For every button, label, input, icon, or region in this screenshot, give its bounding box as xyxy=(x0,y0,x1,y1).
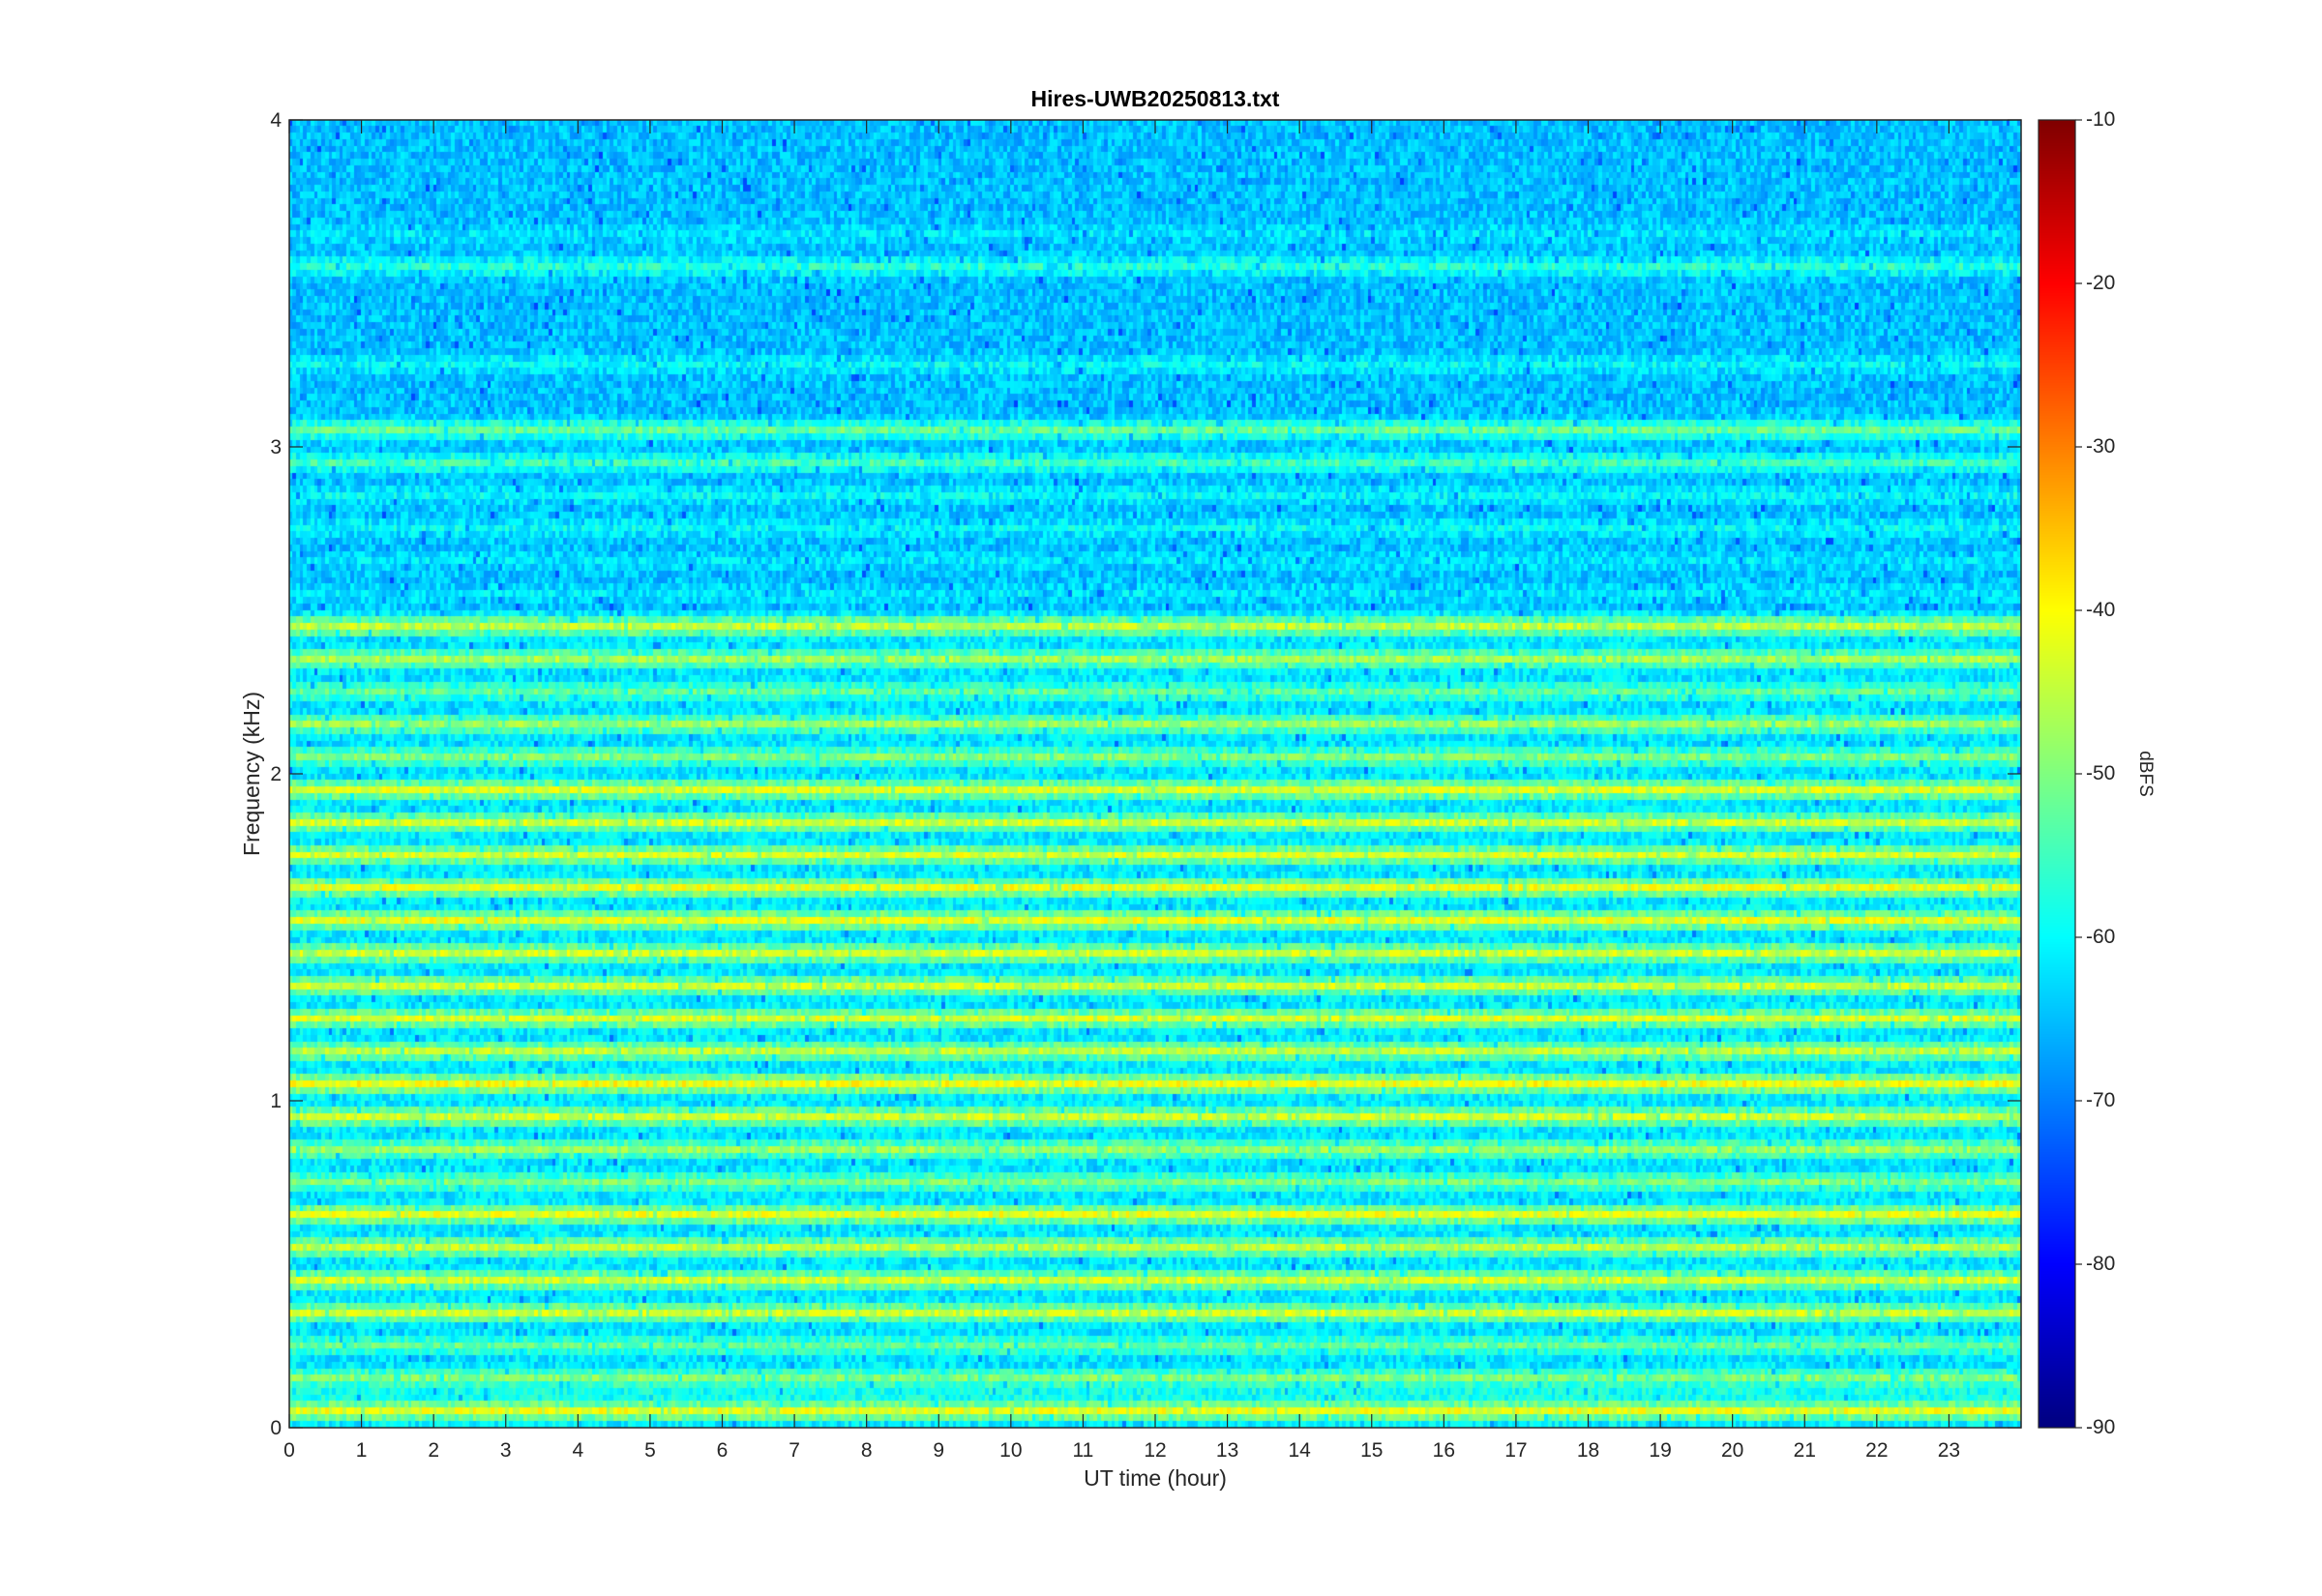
x-tick-label: 10 xyxy=(999,1439,1022,1462)
y-tick-label: 2 xyxy=(270,763,282,785)
x-tick-label: 7 xyxy=(789,1439,800,1462)
y-tick-label: 1 xyxy=(270,1090,282,1112)
x-tick-label: 12 xyxy=(1144,1439,1166,1462)
colorbar-tick-label: -20 xyxy=(2086,272,2115,294)
x-tick-label: 15 xyxy=(1360,1439,1383,1462)
chart-title: Hires-UWB20250813.txt xyxy=(1031,86,1280,111)
colorbar-tick-label: -80 xyxy=(2086,1253,2115,1275)
x-axis-label: UT time (hour) xyxy=(1084,1465,1227,1491)
x-tick-label: 9 xyxy=(933,1439,944,1462)
colorbar-tick-label: -40 xyxy=(2086,599,2115,621)
x-tick-label: 5 xyxy=(644,1439,656,1462)
x-tick-label: 18 xyxy=(1577,1439,1599,1462)
x-tick-label: 20 xyxy=(1721,1439,1743,1462)
x-tick-label: 23 xyxy=(1938,1439,1960,1462)
colorbar-tick-label: -30 xyxy=(2086,435,2115,458)
x-tick-label: 6 xyxy=(717,1439,729,1462)
colorbar-ticks: -10 -20 -30 -40 -50 -60 -70 -80 -90 xyxy=(2075,108,2115,1438)
colorbar-tick-label: -50 xyxy=(2086,762,2115,784)
x-tick-label: 13 xyxy=(1216,1439,1238,1462)
x-tick-label: 3 xyxy=(500,1439,512,1462)
y-tick-label: 0 xyxy=(270,1417,282,1439)
x-tick-label: 19 xyxy=(1649,1439,1671,1462)
x-tick-label: 22 xyxy=(1865,1439,1888,1462)
x-tick-label: 4 xyxy=(572,1439,583,1462)
x-tick-label: 2 xyxy=(428,1439,439,1462)
x-tick-label: 8 xyxy=(861,1439,873,1462)
x-tick-label: 11 xyxy=(1073,1439,1094,1462)
spectrogram-image xyxy=(289,120,2021,1428)
x-tick-label: 1 xyxy=(356,1439,368,1462)
colorbar-tick-label: -10 xyxy=(2086,108,2115,131)
x-tick-label: 14 xyxy=(1288,1439,1311,1462)
y-axis-label: Frequency (kHz) xyxy=(239,692,264,856)
colorbar-tick-label: -60 xyxy=(2086,926,2115,948)
colorbar-tick-label: -70 xyxy=(2086,1089,2115,1111)
y-tick-label: 4 xyxy=(270,109,282,132)
colorbar-gradient xyxy=(2039,120,2075,1428)
x-tick-label: 0 xyxy=(283,1439,295,1462)
colorbar-tick-label: -90 xyxy=(2086,1416,2115,1438)
x-tick-label: 17 xyxy=(1504,1439,1527,1462)
y-tick-label: 3 xyxy=(270,436,282,458)
x-tick-label: 16 xyxy=(1433,1439,1455,1462)
x-tick-label: 21 xyxy=(1794,1439,1816,1462)
colorbar-label: dBFS xyxy=(2135,751,2156,797)
